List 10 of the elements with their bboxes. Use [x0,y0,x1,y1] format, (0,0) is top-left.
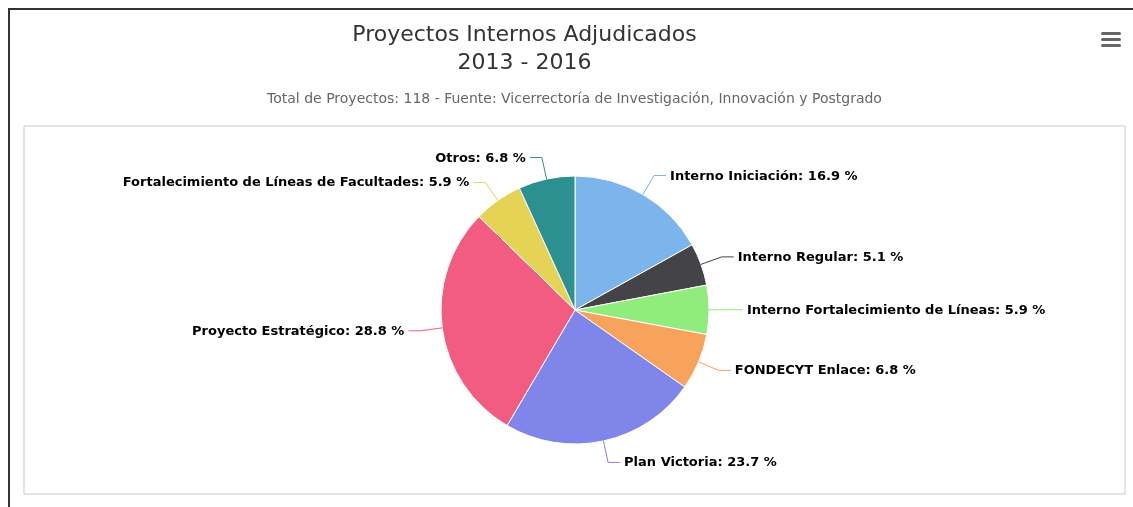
slice-label: FONDECYT Enlace: 6.8 % [734,362,916,378]
slice-label: Interno Regular: 5.1 % [737,248,904,264]
slice-label: Otros: 6.8 % [435,149,526,165]
chart-subtitle: Total de Proyectos: 118 - Fuente: Vicerrectoría de Investigación, Innovación y Postgrado [266,90,882,106]
slice-label: Plan Victoria: 23.7 % [624,454,777,470]
slice-label: Interno Iniciación: 16.9 % [670,167,858,183]
chart-title: Proyectos Internos Adjudicados 2013 - 2016 [352,21,697,74]
slice-label: Interno Fortalecimiento de Líneas: 5.9 % [747,301,1046,317]
slice-label: Proyecto Estratégico: 28.8 % [192,322,405,338]
slice-label: Fortalecimiento de Líneas de Facultades: 5.9 % [122,174,470,190]
